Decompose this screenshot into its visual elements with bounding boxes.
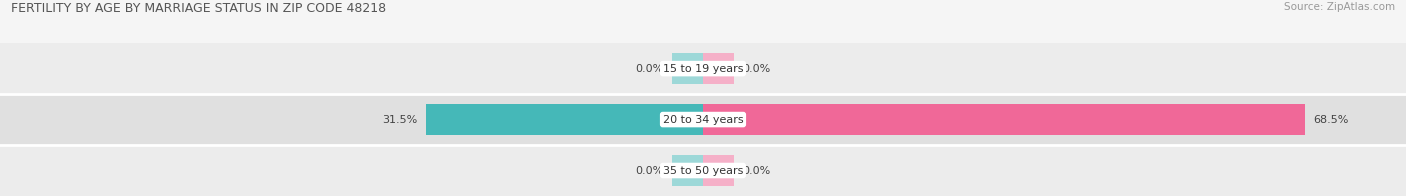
Bar [426,104,703,135]
Bar [703,104,1305,135]
Text: 0.0%: 0.0% [636,165,664,176]
Text: 31.5%: 31.5% [382,114,418,125]
Bar [0,94,1406,145]
Text: 68.5%: 68.5% [1313,114,1350,125]
Text: 20 to 34 years: 20 to 34 years [662,114,744,125]
Text: 15 to 19 years: 15 to 19 years [662,64,744,74]
Text: 0.0%: 0.0% [742,64,770,74]
Bar [672,53,703,84]
Text: 0.0%: 0.0% [742,165,770,176]
Bar [0,43,1406,94]
Bar [672,155,703,186]
Text: Source: ZipAtlas.com: Source: ZipAtlas.com [1284,2,1395,12]
Bar [703,53,734,84]
Text: 0.0%: 0.0% [636,64,664,74]
Text: 35 to 50 years: 35 to 50 years [662,165,744,176]
Bar [0,145,1406,196]
Bar [703,155,734,186]
Text: FERTILITY BY AGE BY MARRIAGE STATUS IN ZIP CODE 48218: FERTILITY BY AGE BY MARRIAGE STATUS IN Z… [11,2,387,15]
